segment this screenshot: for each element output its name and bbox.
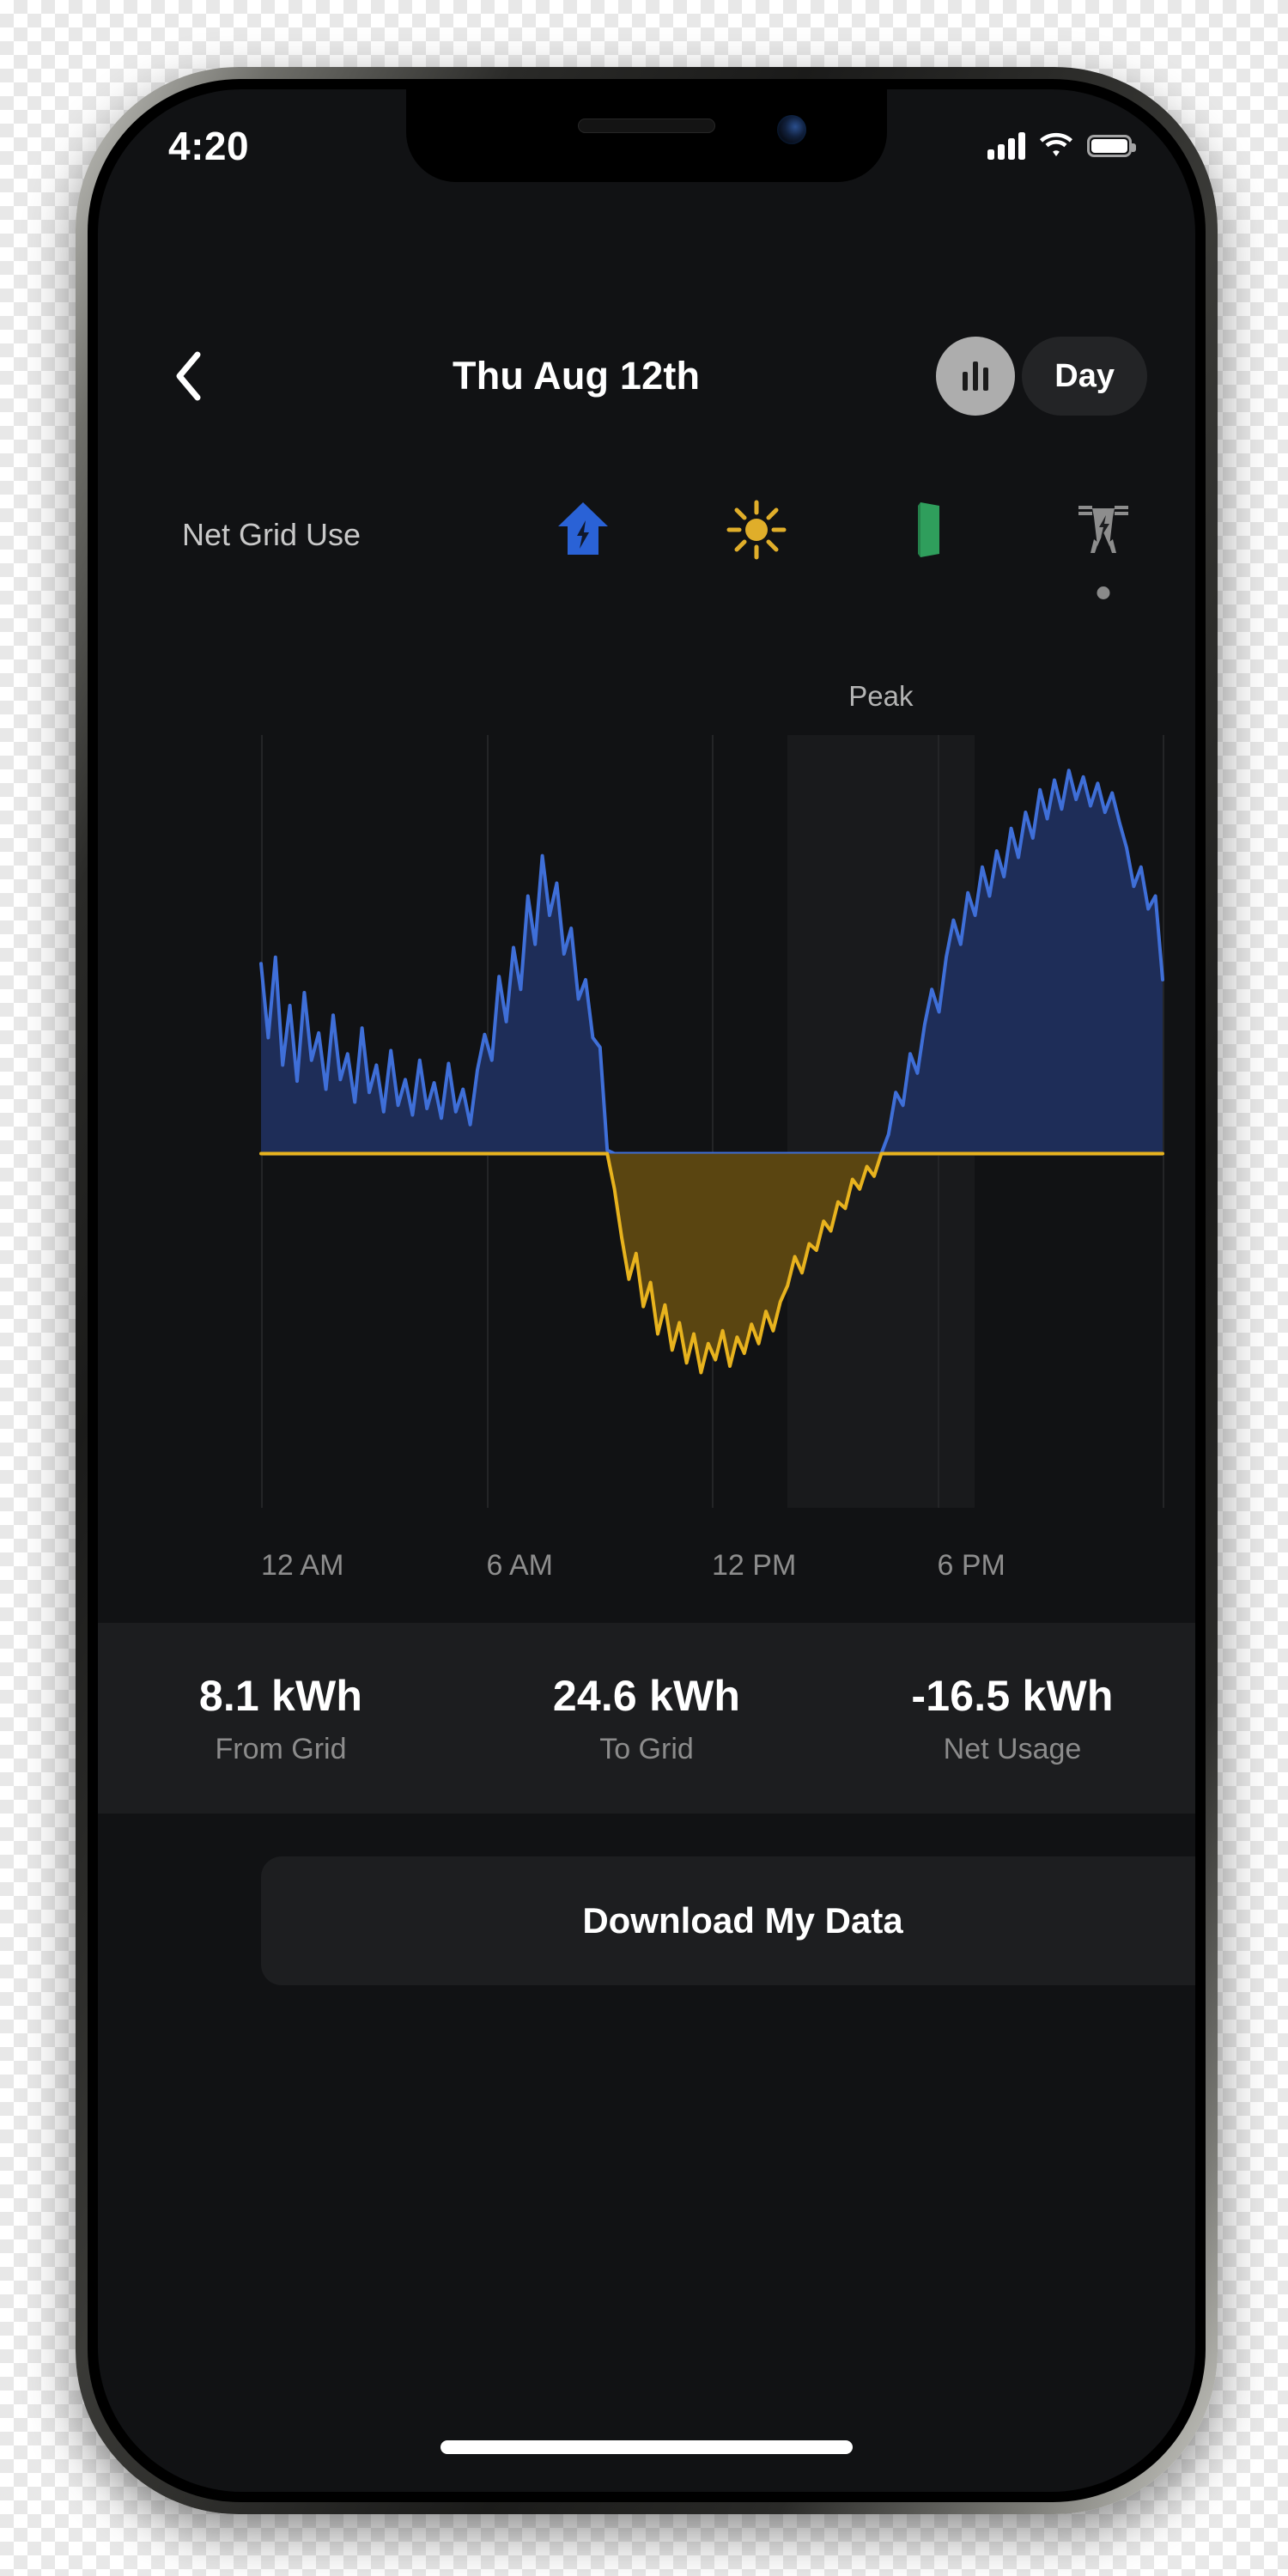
gridline-12pm [712, 735, 714, 1508]
chart-plot-area[interactable] [261, 735, 1164, 1508]
range-selector-button[interactable]: Day [1022, 337, 1147, 416]
phone-device-frame: 4:20 [76, 67, 1218, 2514]
cellular-signal-icon [987, 132, 1025, 160]
source-selector-row: Net Grid Use [98, 493, 1195, 599]
stat-to-grid: 24.6 kWh To Grid [464, 1671, 829, 1766]
battery-full-icon [1087, 135, 1136, 157]
stat-from-grid-value: 8.1 kWh [198, 1671, 363, 1720]
source-icon-home[interactable] [551, 493, 615, 567]
x-tick-18: 6 PM [937, 1549, 1005, 1582]
home-indicator[interactable] [440, 2440, 853, 2454]
net-grid-use-chart: Peak [98, 613, 1195, 1725]
bar-chart-icon [963, 361, 989, 391]
x-tick-6: 6 AM [486, 1549, 553, 1582]
stat-net-usage-label: Net Usage [943, 1732, 1082, 1765]
home-icon [558, 502, 608, 555]
source-icon-battery[interactable] [898, 493, 962, 567]
source-icon-solar[interactable] [725, 493, 788, 567]
chart-toggle-button[interactable] [936, 337, 1016, 416]
chevron-left-icon [176, 351, 201, 401]
chart-x-axis: 12 AM 6 AM 12 PM 6 PM [261, 1549, 1195, 1601]
nav-actions: Day [936, 337, 1147, 416]
series-from-grid [261, 770, 1163, 1153]
stat-from-grid: 8.1 kWh From Grid [98, 1671, 464, 1766]
status-bar-time: 4:20 [168, 124, 250, 168]
battery-storage-icon [918, 502, 939, 557]
download-my-data-button[interactable]: Download My Data [261, 1856, 1195, 1985]
solar-icon [726, 500, 787, 560]
stat-net-usage: -16.5 kWh Net Usage [829, 1671, 1195, 1766]
source-selected-indicator [1097, 586, 1110, 599]
stat-to-grid-label: To Grid [599, 1732, 694, 1765]
summary-stats-strip: 8.1 kWh From Grid 24.6 kWh To Grid -16.5… [98, 1623, 1195, 1814]
status-bar: 4:20 [98, 89, 1195, 184]
phone-bezel: 4:20 [88, 79, 1206, 2502]
navigation-header: Thu Aug 12th Day [98, 331, 1195, 421]
series-label: Net Grid Use [182, 517, 361, 552]
stat-from-grid-label: From Grid [215, 1732, 347, 1765]
page-title: Thu Aug 12th [453, 354, 701, 398]
x-tick-0: 12 AM [261, 1549, 344, 1582]
stat-net-usage-value: -16.5 kWh [911, 1671, 1114, 1720]
gridline-12am-end [1163, 735, 1164, 1508]
phone-screen: 4:20 [98, 89, 1195, 2492]
device-notch [406, 89, 887, 182]
status-bar-icons [987, 131, 1136, 161]
wifi-icon [1040, 131, 1072, 161]
front-camera-icon [777, 115, 806, 144]
x-tick-12: 12 PM [712, 1549, 797, 1582]
series-to-grid [261, 1154, 1163, 1373]
source-icon-group [361, 493, 1140, 599]
back-button[interactable] [151, 339, 225, 413]
earpiece-speaker [578, 118, 715, 133]
from-grid-area [261, 770, 1163, 1154]
to-grid-line [261, 1154, 1163, 1373]
peak-annotation-label: Peak [848, 680, 914, 712]
grid-tower-icon [1078, 506, 1128, 553]
to-grid-area [261, 1153, 1163, 1373]
stat-to-grid-value: 24.6 kWh [552, 1671, 741, 1720]
source-icon-grid[interactable] [1072, 493, 1135, 599]
chart-series-svg [261, 735, 1163, 1508]
